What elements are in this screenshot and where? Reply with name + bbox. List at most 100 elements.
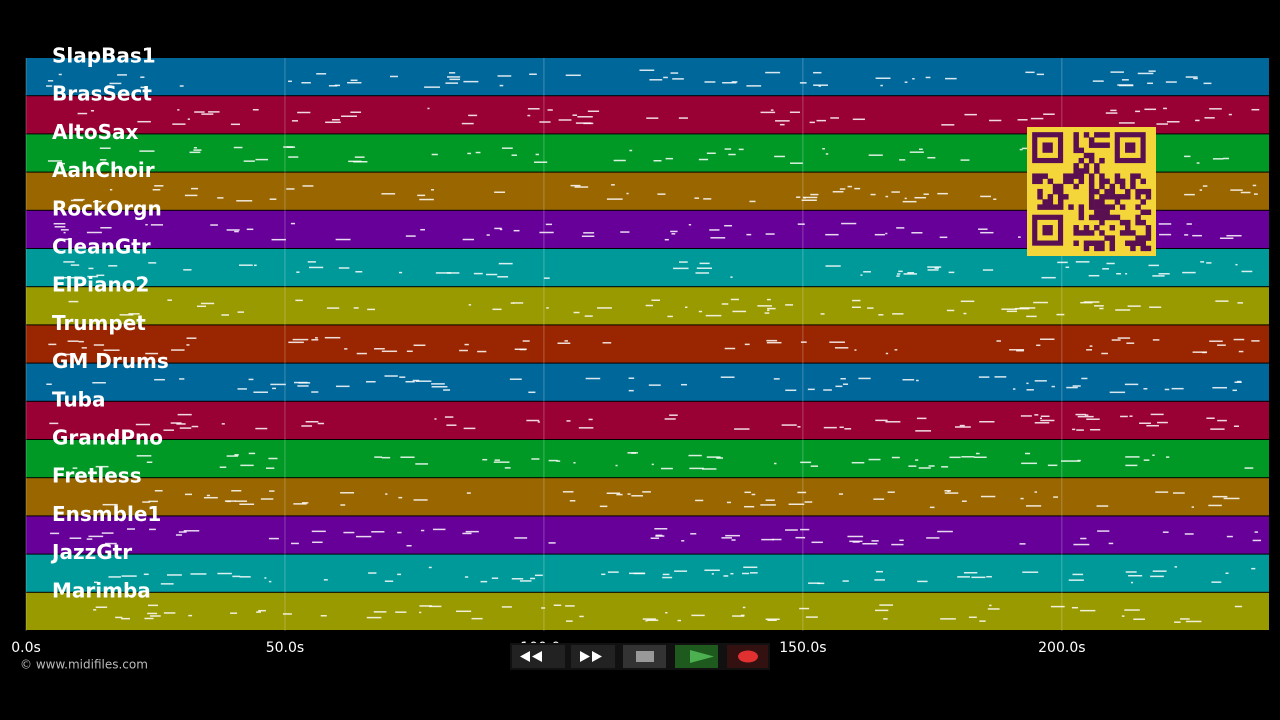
note bbox=[716, 457, 724, 459]
note bbox=[944, 492, 959, 494]
note bbox=[775, 120, 790, 122]
note bbox=[186, 344, 190, 346]
note bbox=[883, 618, 888, 620]
stop-button[interactable] bbox=[623, 645, 666, 668]
note bbox=[765, 618, 780, 620]
note bbox=[602, 342, 612, 344]
note bbox=[88, 535, 104, 538]
note bbox=[662, 573, 670, 576]
note bbox=[264, 577, 267, 579]
note bbox=[149, 528, 156, 531]
note bbox=[723, 575, 729, 577]
qr-module bbox=[1135, 194, 1141, 200]
note bbox=[1251, 340, 1260, 342]
note bbox=[968, 616, 977, 619]
track-label: Marimba bbox=[52, 578, 151, 602]
note bbox=[868, 458, 881, 461]
qr-module bbox=[1078, 147, 1085, 154]
note bbox=[527, 114, 531, 117]
note bbox=[511, 154, 517, 156]
note bbox=[1072, 428, 1076, 431]
note bbox=[142, 501, 151, 503]
qr-module bbox=[1083, 168, 1090, 174]
note bbox=[139, 150, 155, 152]
note bbox=[316, 73, 327, 75]
note bbox=[482, 458, 488, 461]
note bbox=[1156, 123, 1168, 125]
note bbox=[891, 191, 900, 193]
note bbox=[88, 267, 94, 270]
note bbox=[695, 499, 704, 502]
qr-module bbox=[1104, 132, 1110, 138]
note bbox=[645, 620, 648, 622]
note bbox=[573, 462, 576, 464]
note bbox=[1186, 223, 1192, 225]
note bbox=[353, 307, 359, 309]
play-button[interactable] bbox=[675, 645, 718, 668]
note bbox=[946, 309, 955, 312]
note bbox=[797, 223, 805, 225]
note bbox=[773, 378, 780, 380]
note bbox=[253, 391, 268, 393]
note bbox=[1066, 386, 1078, 389]
note bbox=[224, 500, 236, 502]
rewind-button[interactable] bbox=[512, 645, 565, 668]
note bbox=[347, 81, 362, 84]
qr-module bbox=[1130, 173, 1136, 179]
note bbox=[355, 271, 363, 273]
note bbox=[894, 349, 898, 351]
note bbox=[136, 455, 152, 457]
note bbox=[653, 160, 662, 162]
note bbox=[78, 340, 84, 343]
note bbox=[885, 195, 889, 198]
note bbox=[1071, 606, 1079, 609]
note bbox=[193, 147, 197, 149]
note bbox=[1211, 581, 1222, 583]
note bbox=[820, 313, 825, 315]
note bbox=[800, 461, 812, 464]
qr-module bbox=[1042, 199, 1048, 205]
note bbox=[109, 188, 113, 191]
note bbox=[765, 71, 781, 74]
record-button[interactable] bbox=[727, 645, 768, 668]
note bbox=[350, 111, 362, 113]
note bbox=[93, 609, 97, 611]
note bbox=[1105, 112, 1118, 114]
note bbox=[1126, 342, 1135, 344]
note bbox=[878, 314, 884, 316]
note bbox=[268, 580, 272, 583]
note bbox=[746, 233, 752, 236]
note bbox=[1251, 108, 1260, 111]
note bbox=[1086, 418, 1100, 420]
note bbox=[194, 111, 205, 113]
qr-module bbox=[1088, 194, 1095, 200]
qr-module bbox=[1047, 194, 1054, 200]
qr-module bbox=[1130, 178, 1136, 185]
note bbox=[887, 491, 895, 493]
note bbox=[804, 501, 813, 503]
note bbox=[957, 576, 970, 578]
note bbox=[918, 467, 931, 469]
note bbox=[766, 339, 778, 342]
note bbox=[201, 113, 214, 115]
note bbox=[424, 86, 441, 88]
qr-module bbox=[1140, 245, 1146, 252]
note bbox=[839, 426, 844, 429]
note bbox=[583, 232, 595, 234]
qr-module bbox=[1068, 173, 1074, 179]
note bbox=[808, 582, 821, 584]
note bbox=[340, 492, 355, 494]
note bbox=[1040, 338, 1055, 340]
note bbox=[1020, 415, 1032, 417]
note bbox=[1223, 157, 1230, 160]
note bbox=[1166, 121, 1180, 123]
note bbox=[1125, 456, 1140, 458]
note bbox=[1230, 189, 1243, 191]
note bbox=[109, 82, 122, 85]
qr-module bbox=[1083, 152, 1090, 159]
note bbox=[616, 493, 623, 496]
note bbox=[771, 538, 782, 541]
fast-forward-button[interactable] bbox=[571, 645, 615, 668]
qr-module bbox=[1078, 157, 1085, 164]
